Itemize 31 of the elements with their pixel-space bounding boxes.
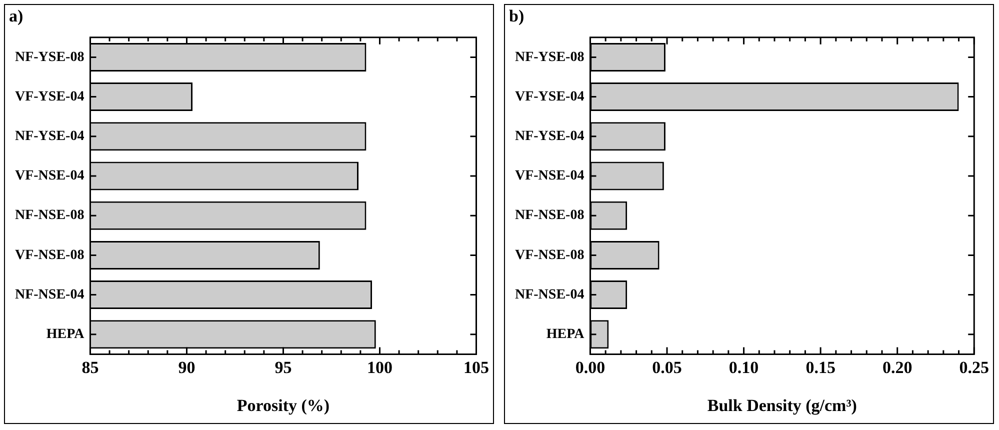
chart-title: a) [9, 6, 24, 26]
x-tick-label: 100 [366, 358, 392, 377]
x-tick-label: 0.20 [882, 358, 912, 377]
x-axis-title: Bulk Density (g/cm³) [707, 396, 857, 416]
x-tick-label: 0.00 [575, 358, 606, 377]
x-tick-label: 85 [82, 358, 99, 377]
y-tick-label: VF-YSE-04 [514, 89, 584, 104]
y-tick-label: NF-NSE-08 [514, 208, 584, 224]
y-tick-label: VF-NSE-08 [14, 248, 84, 263]
x-axis-title: Porosity (%) [236, 396, 330, 416]
x-tick-label: 90 [178, 358, 196, 377]
y-tick-label: NF-NSE-04 [514, 287, 584, 302]
y-tick-label: VF-NSE-04 [514, 168, 584, 184]
x-tick-label: 95 [274, 358, 292, 377]
y-tick-label: NF-YSE-08 [514, 50, 584, 65]
y-tick-label: HEPA [46, 327, 86, 342]
y-tick-label: VF-NSE-08 [514, 248, 584, 263]
x-tick-label: 0.10 [728, 358, 759, 377]
x-tick-label: 0.25 [959, 358, 989, 377]
chart-title: b) [509, 6, 524, 26]
y-tick-label: VF-NSE-04 [14, 168, 84, 184]
x-tick-label: 0.15 [806, 358, 836, 377]
y-tick-label: NF-NSE-08 [14, 208, 84, 224]
y-tick-label: NF-YSE-04 [514, 129, 584, 144]
y-tick-label: VF-YSE-04 [14, 89, 84, 104]
y-tick-label: NF-YSE-04 [14, 129, 84, 144]
y-tick-label: NF-NSE-04 [14, 287, 84, 302]
x-tick-label: 105 [464, 358, 489, 377]
x-tick-label: 0.05 [652, 358, 682, 377]
y-tick-label: HEPA [546, 327, 586, 342]
y-tick-label: NF-YSE-08 [14, 50, 84, 65]
